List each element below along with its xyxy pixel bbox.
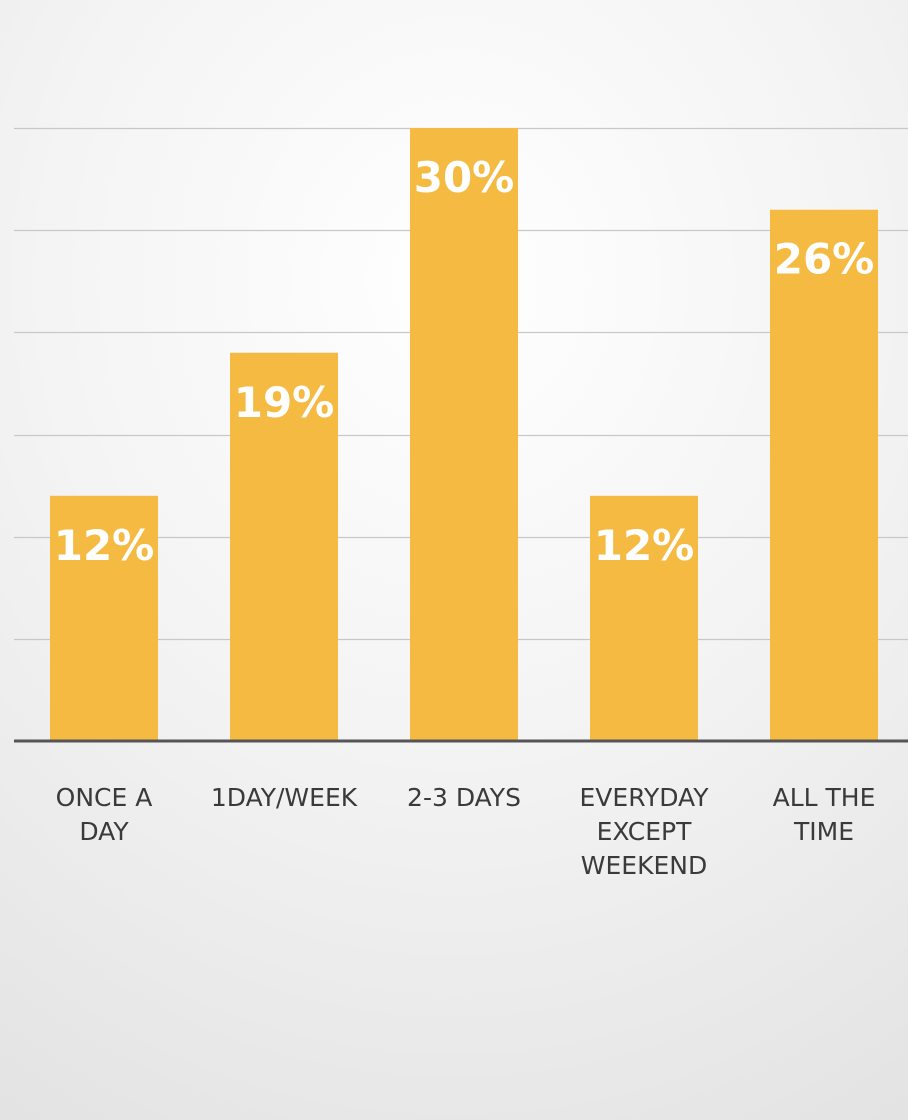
bar-value-label: 30% <box>414 153 515 202</box>
category-label: EVERYDAY EXCEPT WEEKEND <box>580 783 710 880</box>
category-label: ONCE A DAY <box>56 783 153 846</box>
category-label-line: ONCE A <box>56 783 153 812</box>
category-label: ALL THE TIME <box>773 783 876 846</box>
category-label-line: 2-3 DAYS <box>407 783 521 812</box>
category-label-line: ALL THE <box>773 783 876 812</box>
bar <box>770 209 878 741</box>
bar <box>590 495 698 741</box>
bar <box>410 128 518 741</box>
category-label: 2-3 DAYS <box>407 783 521 812</box>
category-label-line: EXCEPT <box>597 817 692 846</box>
bar-value-label: 12% <box>54 521 155 570</box>
bar-value-label: 26% <box>774 235 875 284</box>
category-label-line: TIME <box>793 817 854 846</box>
bar-value-label: 12% <box>594 521 695 570</box>
category-label: 1DAY/WEEK <box>211 783 358 812</box>
category-labels: ONCE A DAY 1DAY/WEEK 2-3 DAYS EVERYDAY EXCEPT… <box>56 783 876 880</box>
bar <box>230 352 338 741</box>
category-label-line: WEEKEND <box>581 851 707 880</box>
category-label-line: DAY <box>79 817 129 846</box>
category-label-line: 1DAY/WEEK <box>211 783 358 812</box>
category-label-line: EVERYDAY <box>580 783 710 812</box>
bars: 12% 19% 30% 12% 26% <box>50 128 878 741</box>
bar <box>50 495 158 741</box>
bar-value-label: 19% <box>234 378 335 427</box>
